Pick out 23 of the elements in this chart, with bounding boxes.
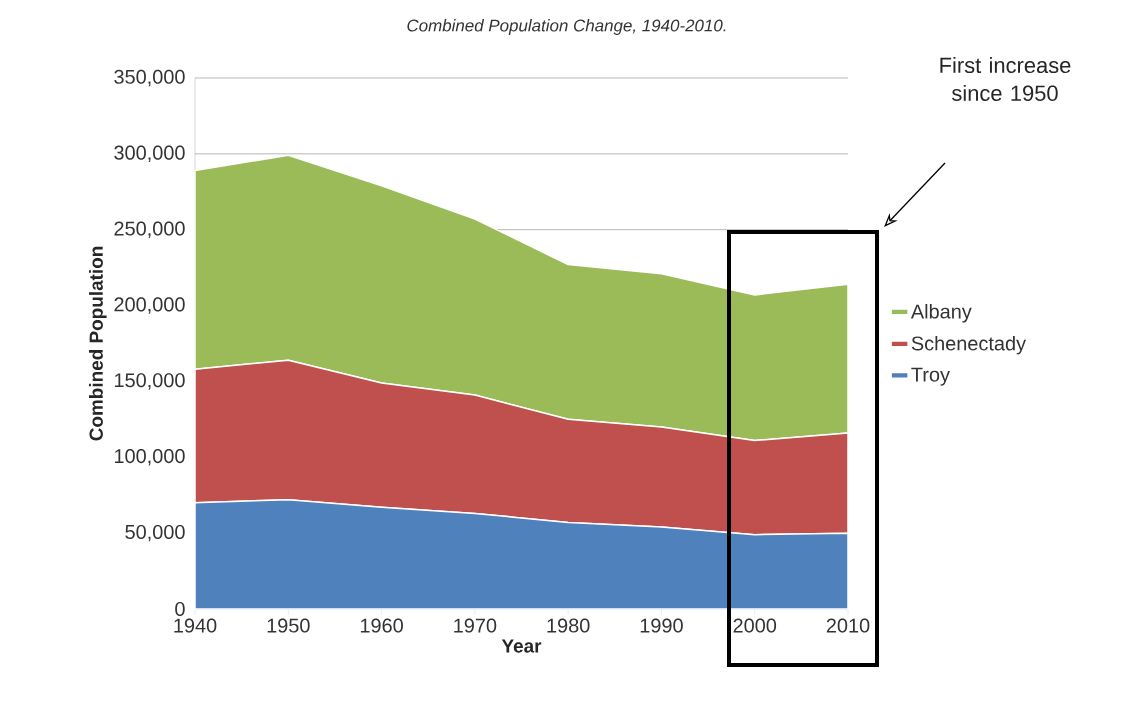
y-tick-label: 50,000 xyxy=(125,524,185,542)
x-tick-label: 1970 xyxy=(454,618,497,633)
y-tick-label: 200,000 xyxy=(114,297,185,314)
y-axis-title: Combined Population xyxy=(88,246,107,441)
y-tick-label: 150,000 xyxy=(114,373,185,390)
x-tick-label: 1980 xyxy=(547,618,590,633)
y-tick-label: 250,000 xyxy=(114,221,185,238)
x-tick-label: 1950 xyxy=(267,618,310,633)
text: First increase since 1950 xyxy=(940,56,1071,101)
x-tick-label: 2000 xyxy=(733,618,777,633)
chart-title: Combined Population Change, 1940-2010. xyxy=(407,19,726,35)
x-tick-label: 1940 xyxy=(174,618,217,633)
legend-label: Troy xyxy=(911,367,950,386)
x-axis-title: Year xyxy=(501,639,542,653)
y-tick-label: 100,000 xyxy=(114,449,185,466)
y-tick-label: 0 xyxy=(175,601,185,617)
legend-label: Schenectady xyxy=(911,335,1027,355)
y-tick-label: 350,000 xyxy=(114,69,185,87)
x-tick-label: 2010 xyxy=(826,618,870,633)
y-tick-label: 300,000 xyxy=(114,145,185,163)
x-tick-label: 1960 xyxy=(360,618,403,633)
legend-label: Albany xyxy=(910,303,972,323)
x-tick-label: 1990 xyxy=(640,618,683,633)
